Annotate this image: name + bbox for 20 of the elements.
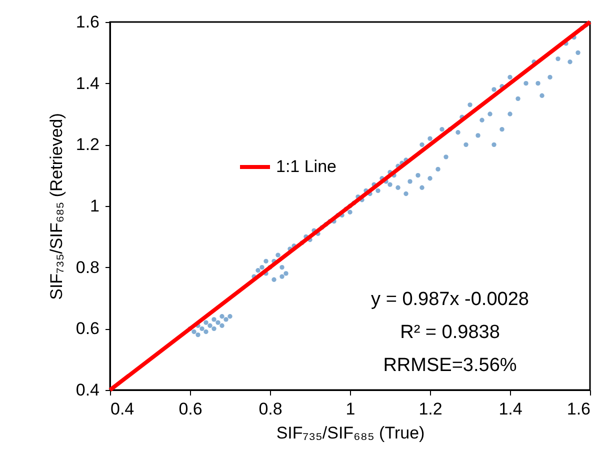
y-tick-label: 0.4 bbox=[76, 380, 100, 400]
x-axis-title: SIF₇₃₅/SIF₆₈₅ (True) bbox=[276, 424, 425, 442]
x-tick-label: 1.4 bbox=[498, 400, 522, 418]
y-tick-label: 1.4 bbox=[76, 74, 100, 93]
annotation: R² = 0.9838 bbox=[400, 322, 500, 343]
y-axis-title: SIF₇₃₅/SIF₆₈₅ (Retrieved) bbox=[46, 113, 66, 300]
x-tick-label: 0.8 bbox=[258, 400, 282, 418]
x-tick-label: 1 bbox=[346, 400, 356, 418]
y-tick-label: 1.6 bbox=[76, 12, 100, 32]
y-tick-label: 1 bbox=[90, 196, 100, 216]
y-tick-label: 0.6 bbox=[76, 319, 100, 338]
annotation: RRMSE=3.56% bbox=[383, 355, 517, 376]
x-tick-label: 1.6 bbox=[566, 400, 590, 418]
y-tick-label: 0.8 bbox=[76, 258, 100, 277]
x-tick-label: 0.6 bbox=[178, 400, 202, 418]
x-tick-label: 0.4 bbox=[110, 400, 134, 418]
x-tick-label: 1.2 bbox=[418, 400, 442, 418]
annotation: y = 0.987x -0.0028 bbox=[371, 289, 529, 310]
y-tick-label: 1.2 bbox=[76, 135, 100, 154]
legend-label: 1:1 Line bbox=[276, 157, 336, 176]
